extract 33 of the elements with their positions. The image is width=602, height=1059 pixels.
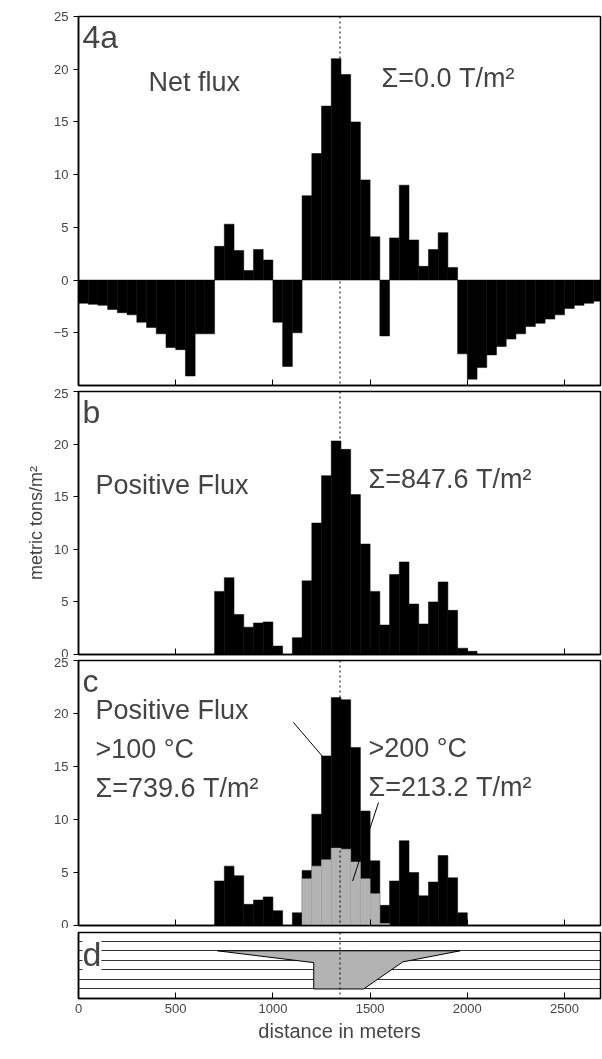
y-tick-label: 10 — [54, 167, 69, 183]
y-tick-label: 20 — [54, 61, 69, 77]
x-tick-label: 1500 — [355, 1000, 385, 1016]
chart-title: d — [82, 934, 102, 973]
y-axis-title: metric tons/m² — [26, 465, 47, 581]
y-tick-label: 10 — [54, 541, 69, 557]
annotation: Σ=847.6 T/m² — [368, 463, 532, 494]
y-tick-label: 20 — [54, 706, 69, 721]
y-tick-label: 15 — [54, 114, 69, 130]
x-axis-title: distance in meters — [258, 1019, 421, 1042]
y-tick-label: 25 — [54, 9, 69, 24]
x-tick-label: 500 — [164, 1000, 187, 1016]
x-tick-label: 0 — [74, 1000, 83, 1016]
y-tick-label: 15 — [54, 489, 69, 505]
annotation: Σ=0.0 T/m² — [381, 62, 515, 93]
y-tick-label: 0 — [61, 272, 69, 288]
y-tick-label: 25 — [54, 385, 69, 401]
y-tick-label: 10 — [54, 812, 69, 827]
x-tick-label: 2000 — [452, 1000, 482, 1016]
chart-title: 4a — [82, 18, 119, 55]
annotation: Net flux — [148, 66, 241, 97]
y-tick-label: 0 — [61, 916, 69, 932]
annotation: >200 °C Σ=213.2 T/m² — [368, 732, 532, 802]
y-tick-label: 15 — [54, 759, 69, 774]
x-tick-label: 2500 — [550, 1000, 579, 1016]
y-tick-label: −5 — [53, 325, 69, 341]
x-tick-label: 1000 — [258, 1000, 288, 1016]
y-tick-label: 5 — [61, 594, 69, 610]
y-tick-label: 5 — [61, 219, 69, 235]
annotation: Positive Flux — [95, 469, 250, 500]
y-tick-label: 5 — [61, 865, 69, 880]
y-tick-label: 20 — [54, 436, 69, 452]
chart-title: b — [82, 393, 101, 430]
